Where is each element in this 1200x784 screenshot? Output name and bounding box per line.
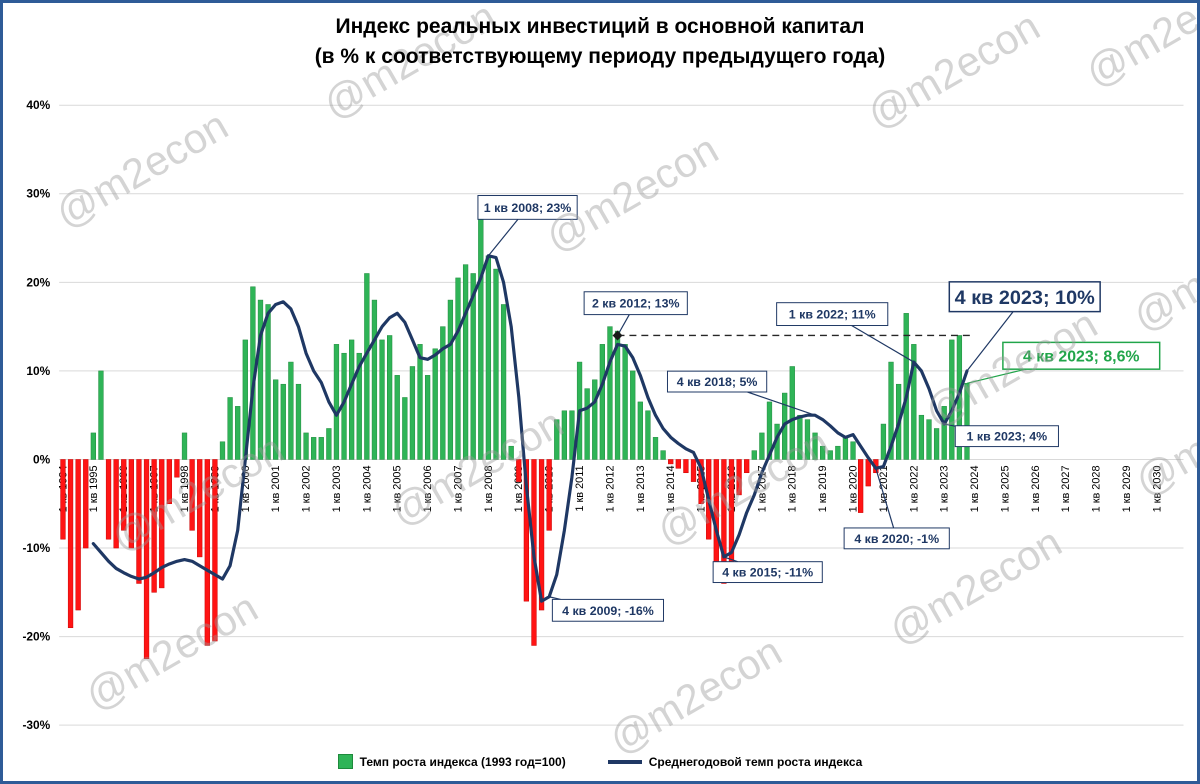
svg-text:1 кв 2001: 1 кв 2001 — [270, 465, 282, 512]
svg-text:1 кв 2005: 1 кв 2005 — [392, 465, 404, 512]
svg-text:1 кв 2028: 1 кв 2028 — [1091, 465, 1103, 512]
chart-title-line1: Индекс реальных инвестиций в основной ка… — [335, 15, 865, 38]
svg-text:4 кв 2015; -11%: 4 кв 2015; -11% — [722, 566, 813, 580]
svg-text:1 кв 2024: 1 кв 2024 — [969, 465, 981, 512]
svg-text:1 кв 2025: 1 кв 2025 — [999, 465, 1011, 512]
svg-text:1 кв 1998: 1 кв 1998 — [179, 465, 191, 512]
svg-text:@m2econ: @m2econ — [1127, 369, 1197, 505]
svg-text:1 кв 2022: 1 кв 2022 — [908, 465, 920, 512]
bar-series-swatch — [337, 754, 353, 769]
svg-text:1 кв 2027: 1 кв 2027 — [1060, 465, 1072, 512]
svg-text:20%: 20% — [26, 275, 50, 289]
svg-text:1 кв 2030: 1 кв 2030 — [1151, 465, 1163, 512]
chart-title-line2: (в % к соответствующему периоду предыдущ… — [314, 45, 886, 69]
watermarks: @m2econ @m2econ @m2econ @m2econ @m2econ @m2ec… — [47, 3, 1197, 763]
svg-text:-20%: -20% — [22, 630, 50, 644]
svg-text:@m2econ: @m2econ — [77, 583, 265, 719]
svg-text:1 кв 2007: 1 кв 2007 — [452, 465, 464, 512]
svg-text:4 кв 2023; 8,6%: 4 кв 2023; 8,6% — [1023, 348, 1139, 365]
svg-text:1 кв 2008; 23%: 1 кв 2008; 23% — [484, 201, 572, 215]
svg-text:1 кв 2006: 1 кв 2006 — [422, 465, 434, 512]
svg-text:-30%: -30% — [22, 718, 50, 732]
svg-text:4 кв 2009; -16%: 4 кв 2009; -16% — [562, 604, 654, 618]
svg-text:1 кв 2029: 1 кв 2029 — [1121, 465, 1133, 512]
svg-text:1 кв 2013: 1 кв 2013 — [635, 465, 647, 512]
svg-text:@m2econ: @m2econ — [537, 125, 725, 261]
investment-chart: 40%30%20%10%0%-10%-20%-30%1 кв 19941 кв … — [22, 3, 1197, 763]
svg-text:@m2econ: @m2econ — [1125, 204, 1197, 340]
svg-text:1 кв 2019: 1 кв 2019 — [817, 465, 829, 512]
svg-text:1 кв 1995: 1 кв 1995 — [88, 465, 100, 512]
legend-line-label: Среднегодовой темп роста индекса — [648, 754, 863, 769]
svg-text:1 кв 2023: 1 кв 2023 — [939, 465, 951, 512]
svg-text:10%: 10% — [26, 364, 50, 378]
line-series — [91, 254, 969, 603]
svg-text:30%: 30% — [26, 187, 50, 201]
svg-text:1 кв 2022; 11%: 1 кв 2022; 11% — [789, 308, 876, 322]
legend: Темп роста индекса (1993 год=100) Средне… — [3, 754, 1197, 769]
svg-text:4 кв 2020; -1%: 4 кв 2020; -1% — [854, 532, 939, 546]
legend-item-line: Среднегодовой темп роста индекса — [607, 754, 863, 769]
svg-text:1 кв 2012: 1 кв 2012 — [604, 465, 616, 512]
svg-text:4 кв 2023; 10%: 4 кв 2023; 10% — [955, 287, 1095, 309]
svg-text:1 кв 2003: 1 кв 2003 — [331, 465, 343, 512]
svg-text:1 кв 2026: 1 кв 2026 — [1030, 465, 1042, 512]
svg-text:4 кв 2018; 5%: 4 кв 2018; 5% — [677, 375, 758, 389]
svg-text:1 кв 2020: 1 кв 2020 — [848, 465, 860, 512]
svg-text:0%: 0% — [33, 452, 51, 466]
svg-text:1 кв 2023; 4%: 1 кв 2023; 4% — [967, 430, 1048, 444]
svg-text:1 кв 2018: 1 кв 2018 — [787, 465, 799, 512]
svg-text:@m2econ: @m2econ — [601, 627, 789, 763]
svg-text:1 кв 2008: 1 кв 2008 — [483, 465, 495, 512]
y-axis-labels: 40% 30% 20% 10% 0% -10% -20% -30% — [22, 98, 50, 732]
svg-text:1 кв 2002: 1 кв 2002 — [301, 465, 313, 512]
svg-text:@m2econ: @m2econ — [47, 101, 235, 237]
svg-text:2 кв 2012; 13%: 2 кв 2012; 13% — [592, 297, 680, 311]
svg-text:1 кв 2014: 1 кв 2014 — [665, 465, 677, 512]
line-series-swatch — [607, 759, 642, 764]
legend-bar-label: Темп роста индекса (1993 год=100) — [359, 754, 566, 769]
bar-series — [60, 205, 970, 660]
svg-text:40%: 40% — [26, 98, 50, 112]
svg-text:1 кв 2021: 1 кв 2021 — [878, 465, 890, 512]
svg-text:1 кв 2011: 1 кв 2011 — [574, 465, 586, 511]
chart-title: Индекс реальных инвестиций в основной ка… — [3, 12, 1197, 73]
svg-text:-10%: -10% — [22, 541, 50, 555]
annotations: 1 кв 2008; 23% 2 кв 2012; 13% 1 кв 2022; 1… — [477, 195, 1161, 622]
svg-text:1 кв 2004: 1 кв 2004 — [361, 465, 373, 512]
legend-item-bars: Темп роста индекса (1993 год=100) — [337, 754, 566, 769]
